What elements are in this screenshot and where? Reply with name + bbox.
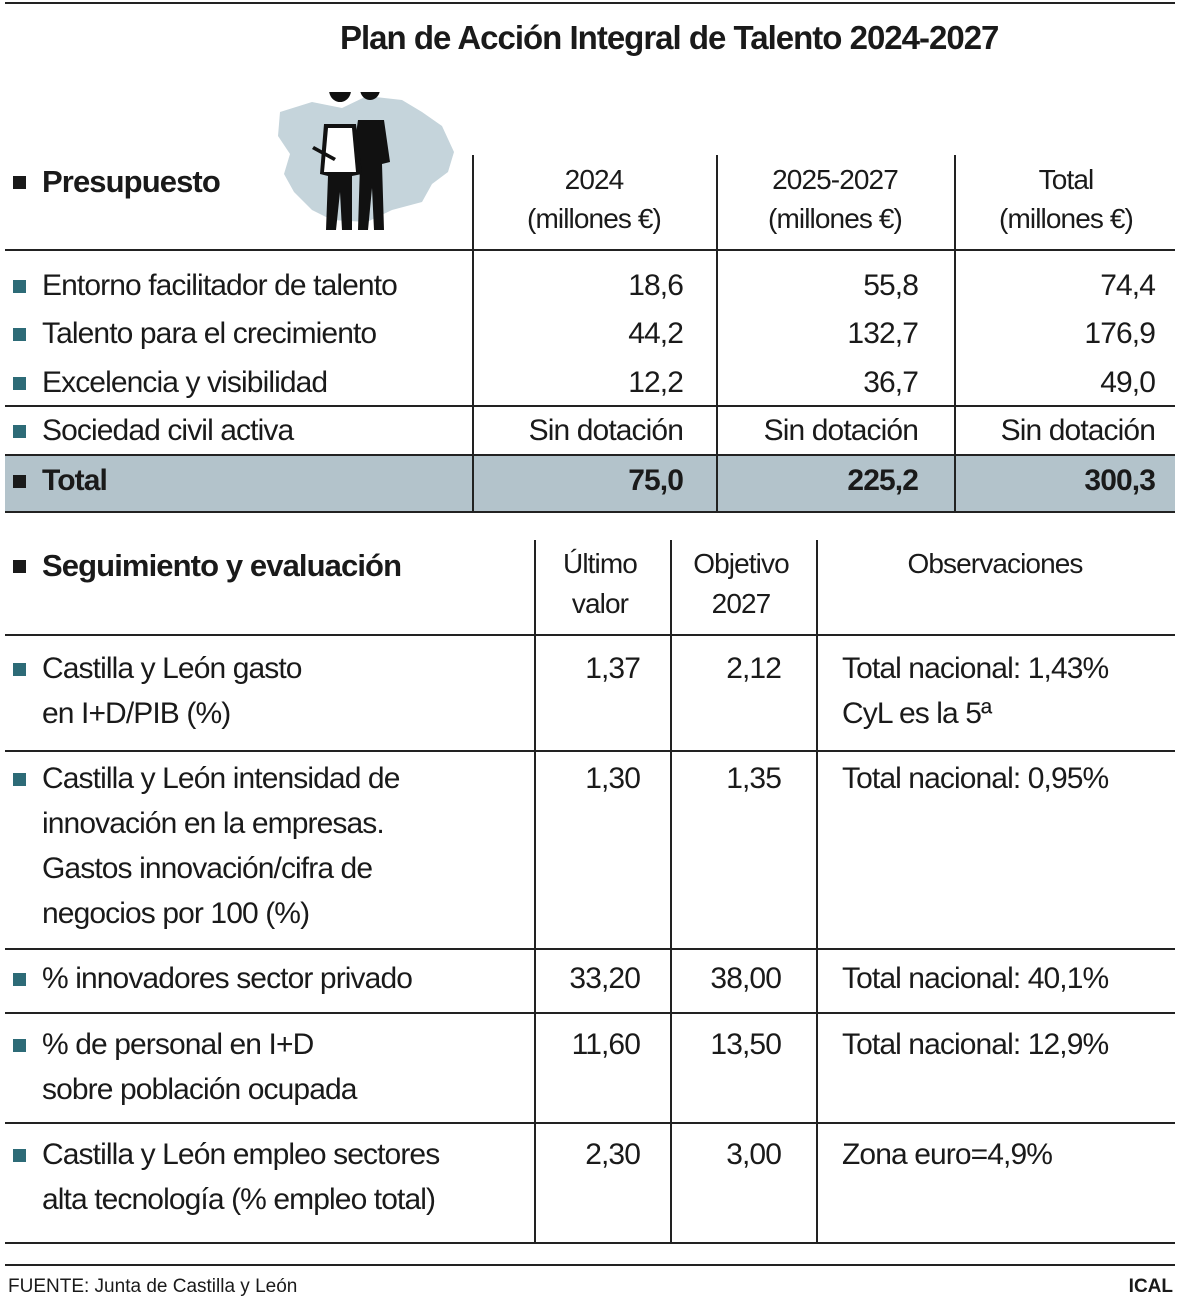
column-header: 2024 (564, 164, 625, 195)
note: Zona euro=4,9% (842, 1138, 1053, 1171)
bullet (13, 328, 26, 341)
bullet (13, 280, 26, 293)
rule (816, 540, 818, 1242)
cell: 13,50 (710, 1028, 781, 1061)
row-label: Sociedad civil activa (42, 414, 294, 447)
rule (5, 454, 1175, 456)
note: Total nacional: 12,9% (842, 1028, 1109, 1061)
cell: 49,0 (1100, 366, 1156, 399)
cell: 38,00 (710, 962, 781, 995)
total-cell: 225,2 (847, 464, 918, 497)
cell: 1,37 (585, 652, 641, 685)
cell: 18,6 (628, 269, 684, 302)
bullet (13, 973, 26, 986)
column-header: Observaciones (907, 548, 1083, 579)
bullet (13, 1149, 26, 1162)
total-band (5, 455, 1175, 512)
rule (716, 155, 718, 512)
cell: 74,4 (1100, 269, 1156, 302)
note: Total nacional: 1,43% (842, 652, 1109, 685)
column-header: Último (563, 548, 638, 579)
rule (5, 1122, 1175, 1124)
rule (5, 634, 1175, 636)
bullet (13, 560, 26, 573)
rule (5, 1012, 1175, 1014)
row-label: alta tecnología (% empleo total) (42, 1183, 436, 1216)
cell: 33,20 (569, 962, 640, 995)
total-cell: 75,0 (628, 464, 684, 497)
bullet (13, 425, 26, 438)
rule (534, 540, 536, 1242)
row-label: Castilla y León intensidad de (42, 762, 400, 795)
cell: Sin dotación (528, 414, 684, 447)
cell: 2,12 (726, 652, 782, 685)
row-label: negocios por 100 (%) (42, 897, 310, 930)
section-title: Presupuesto (42, 164, 221, 199)
row-label: Talento para el crecimiento (42, 317, 377, 350)
illustration (278, 92, 454, 230)
cell: 176,9 (1084, 317, 1155, 350)
cell: 44,2 (628, 317, 684, 350)
row-label: % innovadores sector privado (42, 962, 413, 995)
cell: Sin dotación (1000, 414, 1156, 447)
column-header: Objetivo (693, 548, 789, 579)
column-header: 2025-2027 (772, 164, 899, 195)
row-label: Entorno facilitador de talento (42, 269, 398, 302)
bullet (13, 176, 26, 189)
cell: 1,35 (726, 762, 782, 795)
cell: 3,00 (726, 1138, 782, 1171)
cell: 132,7 (847, 317, 918, 350)
cell: 12,2 (628, 366, 684, 399)
bullet (13, 663, 26, 676)
cell: 11,60 (571, 1028, 641, 1061)
cell: 2,30 (585, 1138, 641, 1171)
rule (5, 1242, 1175, 1244)
bullet (13, 773, 26, 786)
source: FUENTE: Junta de Castilla y León (8, 1276, 298, 1297)
note: Total nacional: 0,95% (842, 762, 1109, 795)
rule (5, 249, 1175, 251)
cell: 55,8 (863, 269, 919, 302)
rule (5, 405, 1175, 407)
row-label: Gastos innovación/cifra de (42, 852, 373, 885)
column-header: (millones €) (768, 203, 903, 234)
column-header: (millones €) (999, 203, 1134, 234)
column-header: valor (571, 588, 629, 619)
cell: 1,30 (585, 762, 641, 795)
rule (472, 155, 474, 512)
top-rule (5, 2, 1175, 4)
cell: Sin dotación (763, 414, 919, 447)
credit: ICAL (1128, 1276, 1173, 1297)
total-cell: 300,3 (1084, 464, 1155, 497)
note: Total nacional: 40,1% (842, 962, 1109, 995)
row-label: Castilla y León empleo sectores (42, 1138, 440, 1171)
section-title: Seguimiento y evaluación (42, 548, 402, 583)
bullet (13, 475, 26, 488)
bullet (13, 377, 26, 390)
row-label: Castilla y León gasto (42, 652, 303, 685)
row-label: innovación en la empresas. (42, 807, 385, 840)
rule (5, 750, 1175, 752)
rule (5, 1264, 1175, 1266)
row-label: en I+D/PIB (%) (42, 697, 231, 730)
column-header: Total (1038, 164, 1095, 195)
rule (954, 155, 956, 512)
note: CyL es la 5ª (842, 697, 992, 730)
column-header: 2027 (711, 588, 772, 619)
rule (670, 540, 672, 1242)
bullet (13, 1039, 26, 1052)
row-label: % de personal en I+D (42, 1028, 314, 1061)
row-label: Excelencia y visibilidad (42, 366, 328, 399)
rule (5, 511, 1175, 513)
row-label: sobre población ocupada (42, 1073, 357, 1106)
total-label: Total (42, 464, 108, 497)
column-header: (millones €) (527, 203, 662, 234)
cell: 36,7 (863, 366, 919, 399)
rule (5, 948, 1175, 950)
title: Plan de Acción Integral de Talento 2024-… (340, 19, 999, 56)
